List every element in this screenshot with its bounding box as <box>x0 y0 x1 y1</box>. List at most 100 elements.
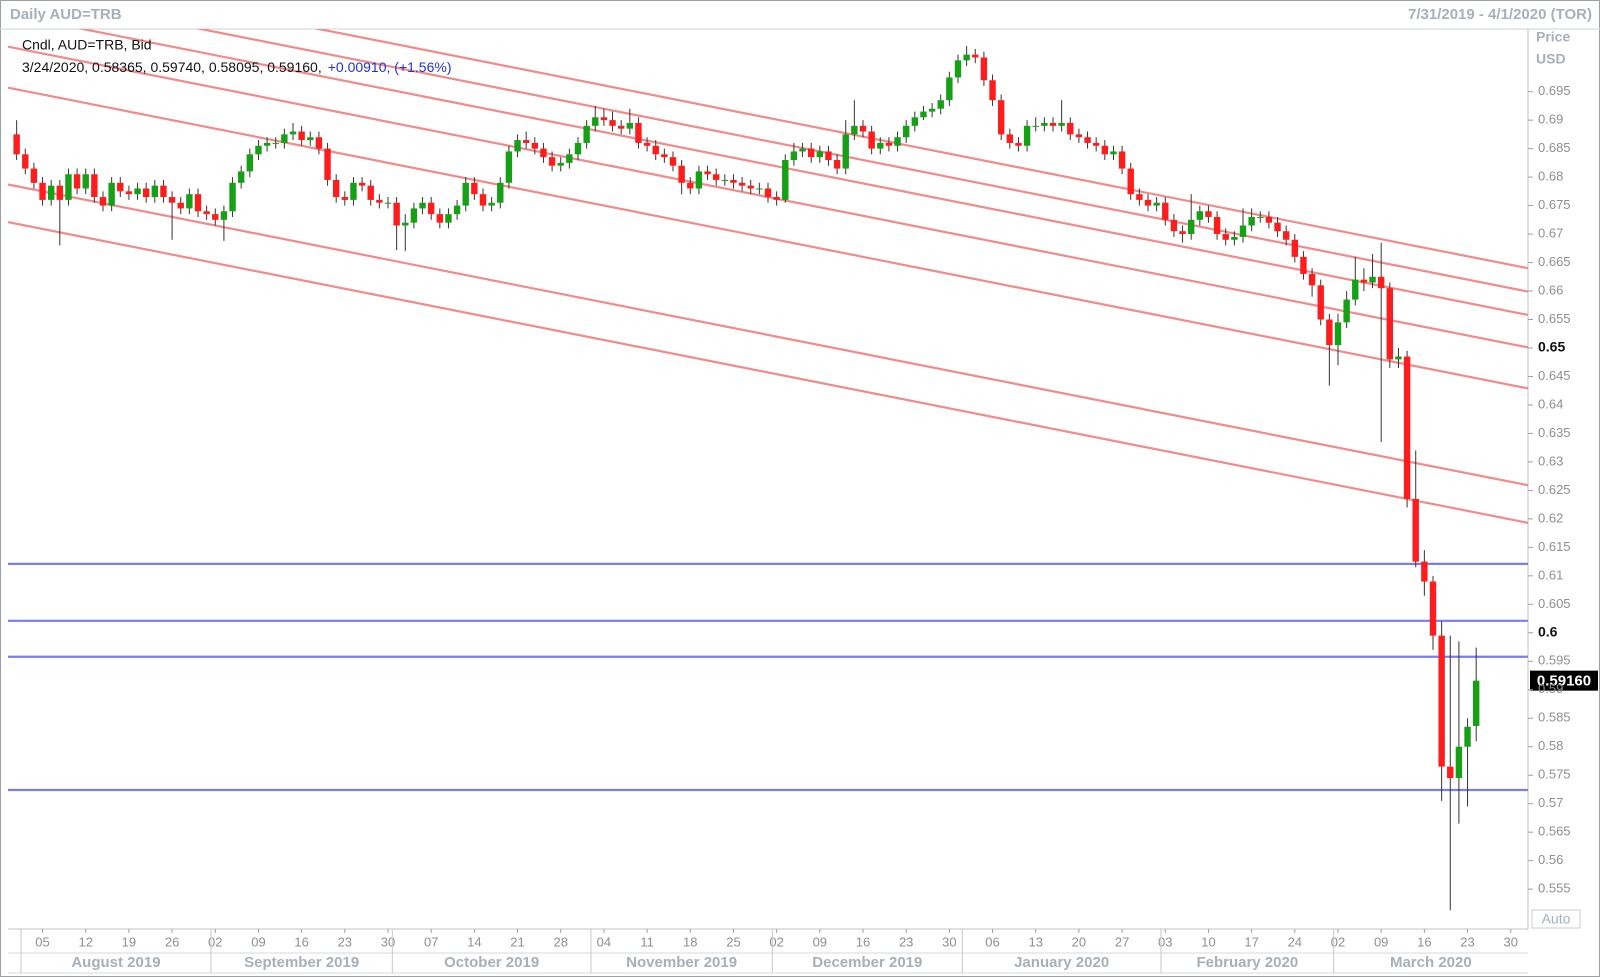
y-tick-label: 0.585 <box>1538 710 1571 725</box>
x-tick-label: 06 <box>985 934 999 949</box>
date-range: 7/31/2019 - 4/1/2020 (TOR) <box>1408 6 1592 23</box>
y-tick-label: 0.655 <box>1538 311 1571 326</box>
x-tick-label: 02 <box>1331 934 1345 949</box>
candle-body <box>989 80 996 101</box>
candle-body <box>255 145 262 155</box>
candle-body <box>307 137 314 141</box>
candle-body <box>125 191 133 195</box>
candle-body <box>488 202 495 206</box>
candle-body <box>548 157 556 166</box>
candle-body <box>522 140 530 143</box>
candle-body <box>1438 635 1445 767</box>
candle-body <box>384 202 392 204</box>
candle-body <box>1058 122 1065 126</box>
month-label: March 2020 <box>1390 954 1472 971</box>
scale-mode-box[interactable] <box>1531 909 1581 929</box>
month-label: December 2019 <box>812 954 922 971</box>
candle-body <box>592 117 599 126</box>
candle-body <box>1067 122 1074 135</box>
candle-body <box>1291 239 1299 257</box>
y-tick-label: 0.65 <box>1538 339 1565 355</box>
candle-body <box>65 174 72 200</box>
candle-body <box>1162 202 1169 220</box>
candle-body <box>1429 581 1437 636</box>
y-tick-label: 0.58 <box>1538 738 1563 753</box>
candle-body <box>557 162 564 166</box>
candle-body <box>341 197 349 200</box>
x-tick-label: 03 <box>1158 934 1172 949</box>
x-tick-label: 30 <box>1503 934 1517 949</box>
y-tick-label: 0.61 <box>1538 567 1563 582</box>
candle-body <box>497 182 504 203</box>
candle-body <box>1360 279 1368 283</box>
y-tick-label: 0.57 <box>1538 795 1563 810</box>
candle-body <box>1213 216 1221 235</box>
x-tick-label: 23 <box>1460 934 1474 949</box>
info-values: 3/24/2020, 0.58365, 0.59740, 0.58095, 0.… <box>22 59 322 75</box>
candle-body <box>816 151 824 158</box>
month-label: February 2020 <box>1196 954 1298 971</box>
candle-body <box>661 154 668 158</box>
candle-body <box>617 125 625 129</box>
candle-body <box>859 125 867 132</box>
candle-body <box>186 194 193 209</box>
candle-body <box>471 182 478 195</box>
x-tick-label: 20 <box>1072 934 1086 949</box>
candle-body <box>324 148 331 180</box>
candle-body <box>1041 122 1048 126</box>
candle-body <box>82 174 89 189</box>
candle-body <box>134 188 141 195</box>
candle-body <box>1447 766 1454 779</box>
info-line: 3/24/2020, 0.58365, 0.59740, 0.58095, 0.… <box>22 59 451 75</box>
candle-body <box>531 142 539 149</box>
x-tick-label: 19 <box>122 934 136 949</box>
candle-body <box>635 122 642 143</box>
candle-body <box>1187 219 1195 235</box>
candle-body <box>782 160 789 200</box>
x-tick-label: 17 <box>1244 934 1258 949</box>
candle-body <box>1282 231 1290 240</box>
candle-body <box>298 131 305 141</box>
candle-body <box>600 117 608 121</box>
month-label: November 2019 <box>626 954 737 971</box>
candle-body <box>687 182 694 189</box>
candle-body <box>678 165 685 183</box>
candle-body <box>652 145 659 155</box>
candle-body <box>756 188 763 190</box>
candle-body <box>851 125 858 135</box>
candle-body <box>402 222 409 226</box>
candle-body <box>1144 199 1152 206</box>
candle-body <box>738 182 746 186</box>
candle-body <box>1412 498 1419 562</box>
y-tick-label: 0.675 <box>1538 197 1571 212</box>
y-tick-label: 0.66 <box>1538 282 1563 297</box>
y-tick-label: 0.635 <box>1538 425 1571 440</box>
y-tick-label: 0.62 <box>1538 510 1563 525</box>
candle-body <box>514 140 521 152</box>
x-tick-label: 27 <box>1115 934 1129 949</box>
candle-body <box>1222 234 1229 240</box>
x-tick-label: 24 <box>1288 934 1302 949</box>
y-tick-label: 0.615 <box>1538 539 1571 554</box>
candle-body <box>453 205 461 215</box>
x-tick-label: 10 <box>1201 934 1215 949</box>
y-tick-label: 0.605 <box>1538 596 1571 611</box>
scale-mode[interactable]: Auto <box>1542 911 1571 927</box>
candle-body <box>13 134 20 155</box>
candle-body <box>695 171 703 189</box>
candle-body <box>1170 219 1178 232</box>
x-tick-label: 02 <box>208 934 222 949</box>
candle-body <box>1472 680 1480 726</box>
y-tick-label: 0.575 <box>1538 767 1571 782</box>
candle-body <box>1464 726 1471 747</box>
candle-body <box>963 54 970 61</box>
candle-body <box>427 202 435 215</box>
x-tick-label: 13 <box>1028 934 1042 949</box>
candle-body <box>1092 142 1100 146</box>
trend-line <box>8 221 1528 524</box>
candle-body <box>609 120 616 126</box>
overlay: 0.59160 <box>1530 670 1598 691</box>
candle-body <box>721 179 729 181</box>
x-tick-label: 23 <box>338 934 352 949</box>
